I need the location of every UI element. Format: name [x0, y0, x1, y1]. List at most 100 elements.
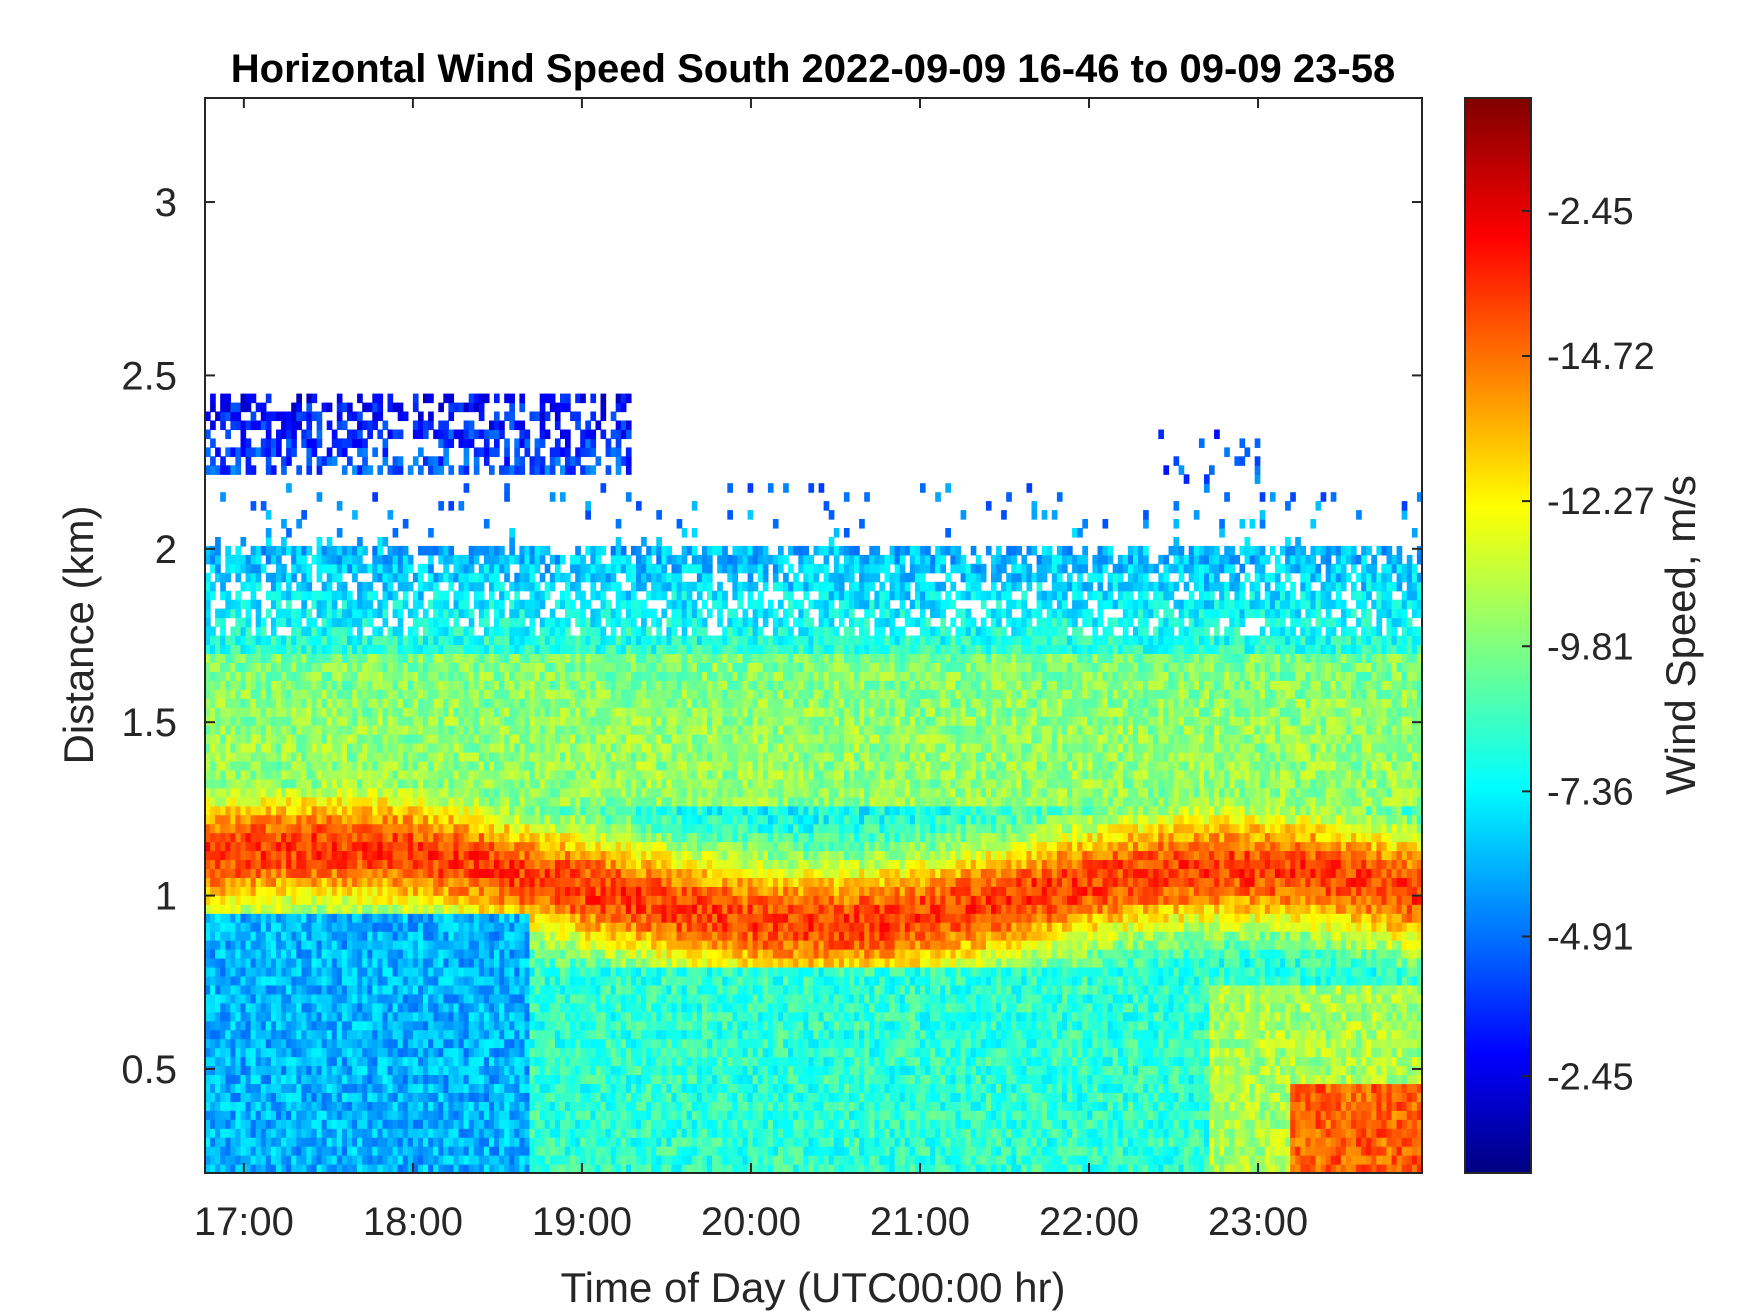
heatmap-cell	[205, 716, 211, 726]
heatmap-cell	[265, 411, 272, 422]
heatmap-cell	[240, 1065, 247, 1076]
heatmap-cell	[230, 886, 237, 896]
heatmap-cell	[321, 671, 328, 681]
heatmap-cell	[489, 1020, 495, 1031]
heatmap-cell	[321, 778, 328, 789]
heatmap-cell	[357, 904, 363, 914]
heatmap-cell	[357, 680, 363, 690]
heatmap-cell	[296, 778, 302, 789]
heatmap-cell	[499, 886, 505, 896]
heatmap-cell	[230, 760, 237, 771]
heatmap-cell	[423, 1092, 429, 1102]
heatmap-cell	[473, 1074, 480, 1085]
heatmap-cell	[407, 886, 414, 896]
heatmap-cell	[341, 662, 348, 672]
heatmap-cell	[458, 1146, 465, 1156]
heatmap-cell	[250, 993, 257, 1004]
heatmap-cell	[281, 734, 287, 744]
heatmap-cell	[483, 752, 490, 762]
heatmap-cell	[418, 993, 424, 1004]
heatmap-cell	[412, 1164, 419, 1173]
heatmap-cell	[483, 984, 490, 995]
heatmap-cell	[438, 850, 444, 861]
heatmap-cell	[489, 465, 495, 475]
heatmap-cell	[265, 1083, 272, 1093]
heatmap-cell	[463, 832, 470, 843]
heatmap-cell	[286, 975, 292, 986]
heatmap-cell	[412, 769, 419, 780]
heatmap-cell	[382, 1029, 389, 1040]
heatmap-cell	[453, 725, 460, 735]
heatmap-cell	[504, 975, 510, 986]
heatmap-cell	[504, 644, 510, 655]
heatmap-cell	[281, 877, 287, 887]
heatmap-cell	[336, 743, 343, 753]
heatmap-cell	[519, 931, 526, 941]
heatmap-cell	[418, 913, 424, 923]
heatmap-cell	[296, 922, 302, 932]
heatmap-cell	[499, 716, 505, 726]
heatmap-cell	[291, 626, 297, 637]
heatmap-cell	[255, 626, 262, 637]
heatmap-cell	[276, 1011, 282, 1022]
heatmap-cell	[402, 814, 409, 825]
heatmap-cell	[392, 814, 399, 825]
heatmap-cell	[387, 984, 394, 995]
heatmap-cell	[458, 877, 465, 887]
heatmap-cell	[270, 967, 277, 977]
heatmap-cell	[240, 1101, 247, 1111]
heatmap-cell	[347, 769, 353, 780]
heatmap-cell	[276, 698, 282, 708]
heatmap-cell	[387, 554, 394, 565]
heatmap-cell	[316, 886, 323, 896]
heatmap-cell	[448, 1002, 455, 1013]
heatmap-cell	[341, 671, 348, 681]
heatmap-cell	[357, 760, 363, 771]
heatmap-cell	[240, 850, 247, 861]
heatmap-cell	[326, 1029, 333, 1040]
heatmap-cell	[347, 895, 353, 905]
heatmap-cell	[306, 895, 313, 905]
heatmap-cell	[478, 447, 485, 457]
heatmap-cell	[367, 590, 373, 601]
heatmap-cell	[276, 447, 282, 457]
heatmap-cell	[245, 698, 252, 708]
heatmap-cell	[504, 1110, 510, 1120]
heatmap-cell	[352, 1065, 358, 1076]
heatmap-cell	[245, 554, 252, 565]
heatmap-cell	[539, 707, 546, 717]
heatmap-cell	[362, 608, 368, 619]
heatmap-cell	[483, 913, 490, 923]
heatmap-cell	[291, 1002, 297, 1013]
heatmap-cell	[539, 1038, 546, 1049]
heatmap-cell	[250, 599, 257, 610]
heatmap-cell	[336, 572, 343, 583]
heatmap-cell	[397, 1074, 404, 1085]
heatmap-cell	[250, 1128, 257, 1138]
heatmap-cell	[519, 1011, 526, 1022]
heatmap-cell	[240, 438, 247, 448]
heatmap-cell	[489, 447, 495, 457]
heatmap-cell	[240, 814, 247, 825]
heatmap-cell	[235, 1038, 242, 1049]
heatmap-cell	[443, 859, 449, 870]
heatmap-cell	[504, 1029, 510, 1040]
heatmap-cell	[205, 931, 211, 941]
heatmap-cell	[504, 913, 510, 923]
heatmap-cell	[428, 1164, 434, 1173]
heatmap-cell	[549, 895, 556, 905]
heatmap-cell	[397, 743, 404, 753]
heatmap-cell	[291, 1047, 297, 1058]
heatmap-cell	[230, 1065, 237, 1076]
heatmap-cell	[377, 680, 384, 690]
heatmap-cell	[412, 429, 419, 440]
heatmap-cell	[504, 931, 510, 941]
heatmap-cell	[245, 832, 252, 843]
heatmap-cell	[489, 787, 495, 798]
heatmap-cell	[524, 1128, 531, 1138]
heatmap-cell	[499, 850, 505, 861]
heatmap-cell	[489, 1164, 495, 1173]
heatmap-cell	[210, 752, 216, 762]
heatmap-cell	[220, 608, 226, 619]
heatmap-cell	[357, 581, 363, 592]
